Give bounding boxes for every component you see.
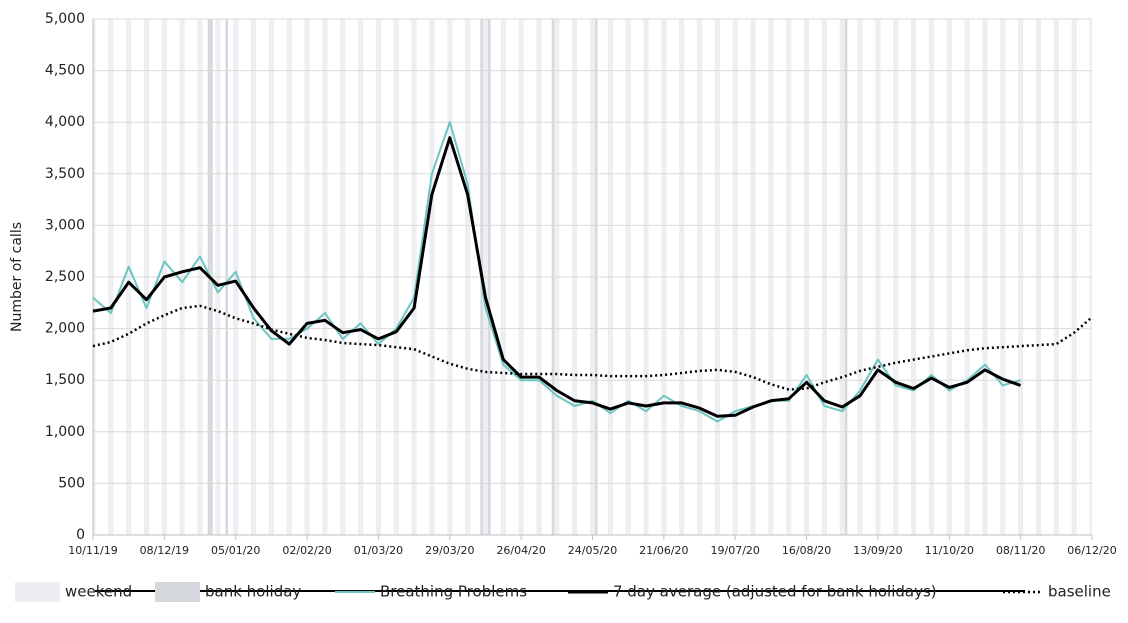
x-tick-label: 08/12/19	[140, 544, 189, 557]
series-line	[92, 121, 1021, 423]
x-tick-label: 01/03/20	[354, 544, 403, 557]
legend-label: 7 day average (adjusted for bank holiday…	[613, 583, 937, 601]
y-tick-label: 4,500	[45, 63, 85, 79]
legend-label: Breathing Problems	[380, 583, 527, 601]
y-tick-label: 5,000	[45, 11, 85, 27]
x-tick-label: 26/04/20	[496, 544, 545, 557]
y-axis-title: Number of calls	[9, 222, 25, 332]
x-tick-label: 16/08/20	[782, 544, 831, 557]
y-tick-label: 3,000	[45, 217, 85, 233]
y-tick-label: 1,500	[45, 372, 85, 388]
x-tick-label: 06/12/20	[1067, 544, 1116, 557]
series-line	[92, 136, 1022, 418]
y-tick-label: 0	[76, 527, 85, 543]
x-tick-label: 13/09/20	[853, 544, 902, 557]
grid	[92, 18, 1093, 540]
y-tick-label: 4,000	[45, 114, 85, 130]
legend-swatch	[15, 582, 60, 602]
y-tick-label: 2,000	[45, 321, 85, 337]
x-tick-label: 21/06/20	[639, 544, 688, 557]
x-tick-label: 11/10/20	[925, 544, 974, 557]
legend-label: bank holiday	[205, 583, 301, 601]
y-tick-label: 3,500	[45, 166, 85, 182]
legend-label: baseline	[1048, 583, 1111, 601]
legend-label: weekend	[65, 583, 132, 601]
lines	[92, 121, 1093, 423]
x-tick-label: 08/11/20	[996, 544, 1045, 557]
x-tick-label: 02/02/20	[282, 544, 331, 557]
x-tick-label: 29/03/20	[425, 544, 474, 557]
x-tick-label: 05/01/20	[211, 544, 260, 557]
y-tick-label: 2,500	[45, 269, 85, 285]
y-tick-label: 500	[58, 475, 85, 491]
legend-swatch	[155, 582, 200, 602]
x-tick-label: 24/05/20	[568, 544, 617, 557]
x-tick-label: 19/07/20	[711, 544, 760, 557]
x-tick-label: 10/11/19	[68, 544, 117, 557]
y-tick-label: 1,000	[45, 424, 85, 440]
